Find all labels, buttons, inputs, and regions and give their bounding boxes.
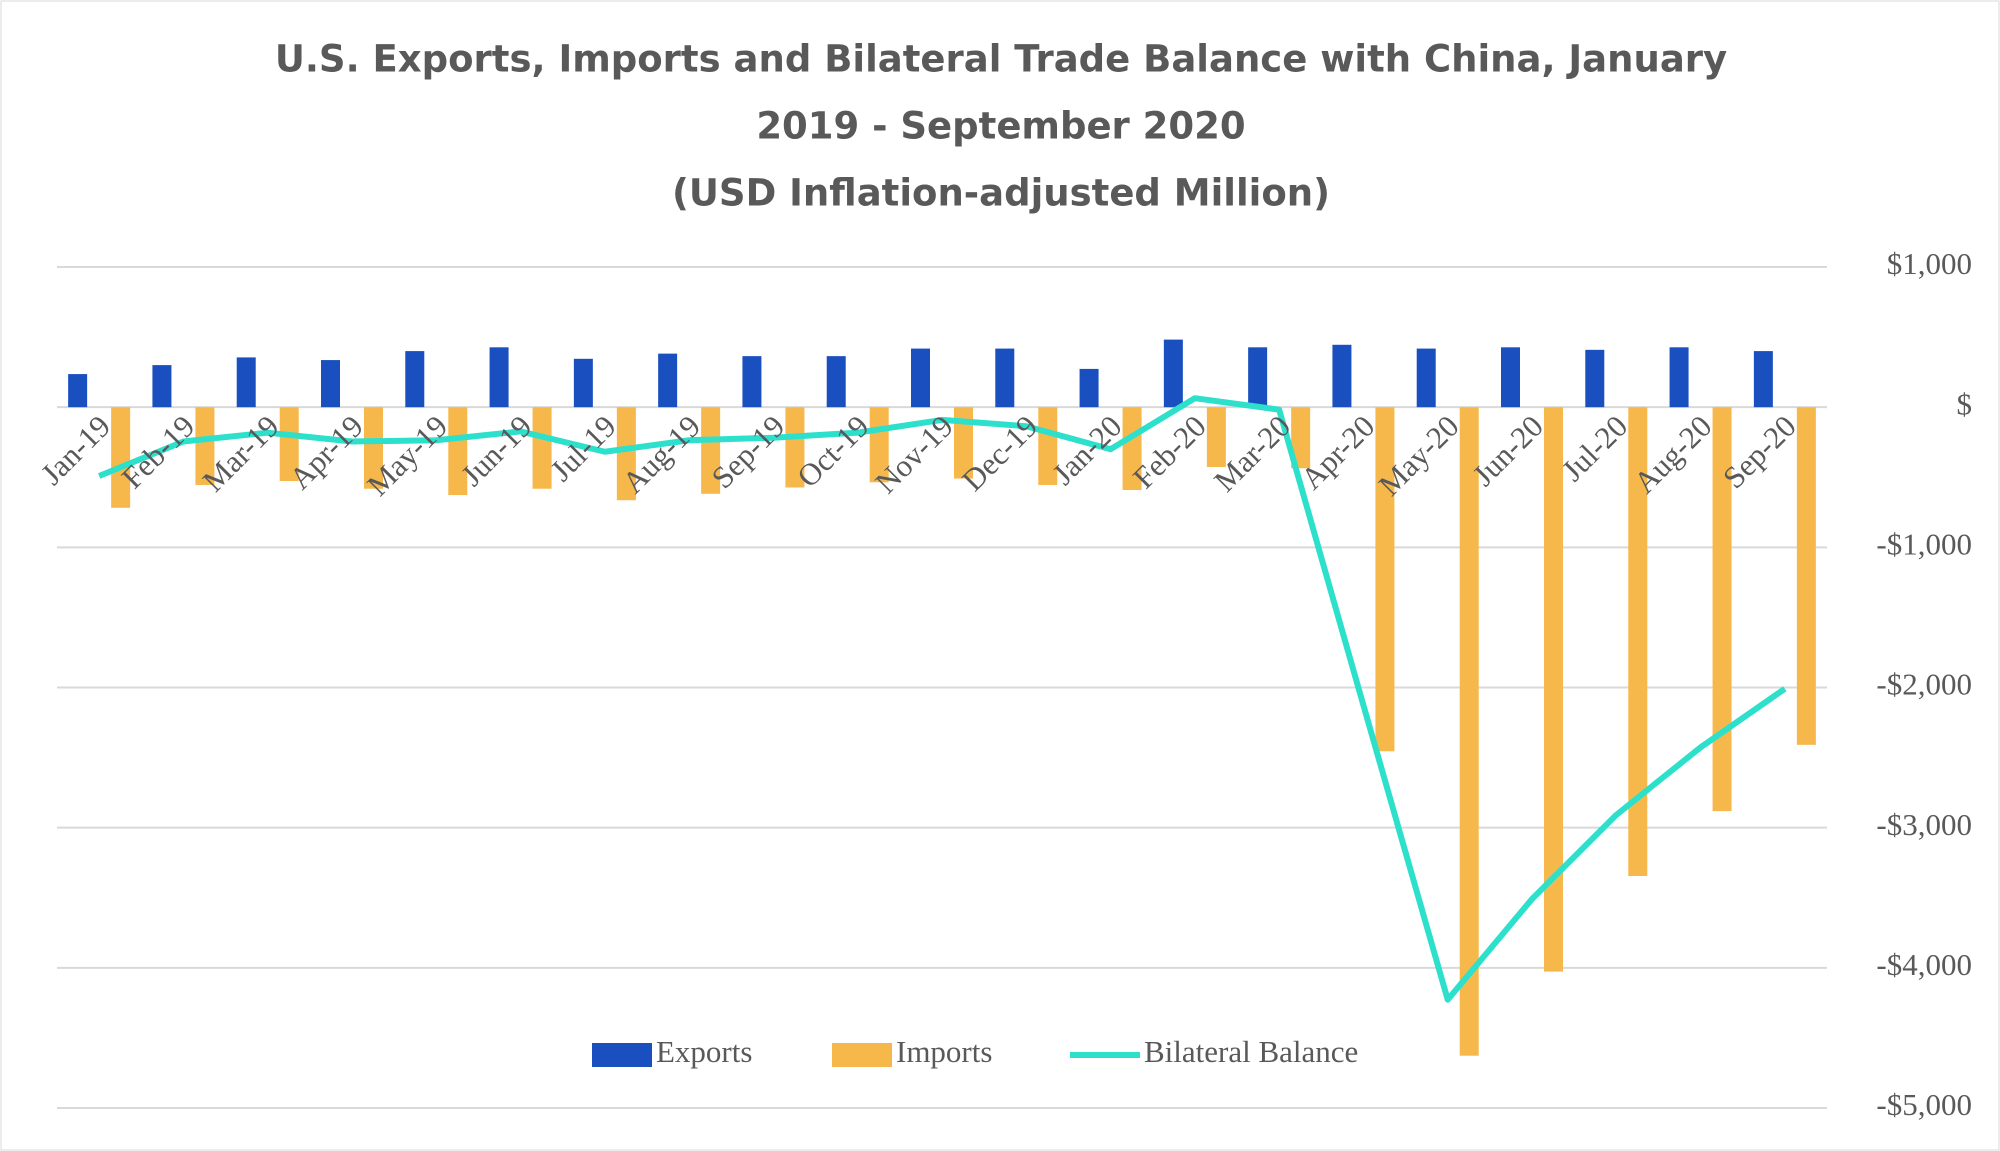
bar [1416, 348, 1436, 408]
y-tick-label: -$4,000 [1876, 947, 1972, 982]
y-tick-label: -$1,000 [1876, 526, 1972, 561]
bar [1669, 347, 1689, 408]
bar [1585, 349, 1605, 408]
chart-title: U.S. Exports, Imports and Bilateral Trad… [275, 38, 1727, 81]
chart-title: (USD Inflation-adjusted Million) [672, 172, 1330, 215]
y-tick-label: $ [1957, 386, 1973, 421]
bar [152, 365, 172, 408]
bar [1163, 339, 1183, 408]
bar [954, 407, 973, 479]
bar [1206, 407, 1226, 468]
line [98, 395, 1787, 1003]
bar [68, 374, 88, 408]
bar [195, 407, 215, 485]
legend-swatch [592, 1043, 652, 1067]
bar [1332, 344, 1352, 408]
chart-title: 2019 - September 2020 [756, 105, 1245, 148]
y-tick-label: -$2,000 [1876, 667, 1972, 702]
bar [364, 407, 383, 489]
y-tick-label: $1,000 [1887, 246, 1972, 281]
bar [321, 360, 340, 408]
y-tick-label: -$3,000 [1876, 807, 1972, 842]
bar [1375, 407, 1395, 752]
bar [111, 407, 131, 508]
bar [1501, 347, 1520, 408]
legend-label: Bilateral Balance [1144, 1034, 1358, 1069]
bar [742, 356, 762, 408]
bar [1122, 407, 1142, 491]
bar [279, 407, 299, 482]
legend-label: Exports [656, 1034, 752, 1069]
bar [616, 407, 636, 501]
y-tick-label: -$5,000 [1876, 1087, 1972, 1122]
bar [1712, 407, 1732, 812]
legend-label: Imports [896, 1034, 992, 1069]
bar [995, 348, 1015, 408]
bar [236, 357, 256, 408]
bar [405, 351, 425, 408]
bar [1628, 407, 1648, 877]
bar [1753, 351, 1773, 408]
bar [448, 407, 468, 496]
bar [489, 347, 509, 408]
bar [1544, 407, 1563, 972]
bar [573, 358, 593, 408]
bar [1291, 407, 1311, 469]
bar [826, 356, 846, 408]
bar [532, 407, 552, 489]
bar [1796, 407, 1816, 745]
bar [1248, 347, 1268, 408]
bar [1079, 368, 1099, 408]
bar [658, 353, 678, 408]
bar [1038, 407, 1058, 485]
bar [785, 407, 805, 488]
bar [911, 348, 930, 408]
bar [1459, 407, 1479, 1056]
legend-swatch [832, 1043, 892, 1067]
bar [701, 407, 721, 494]
